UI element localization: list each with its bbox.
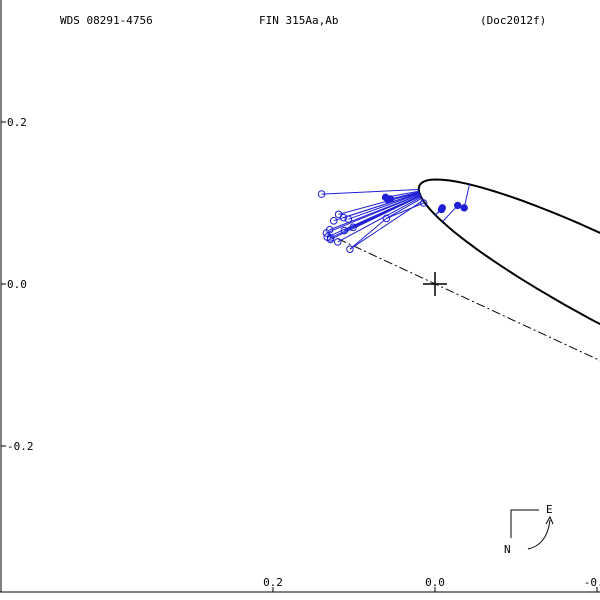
observation-point-open: [334, 210, 343, 219]
residual-line: [326, 194, 421, 234]
observation-point-open: [334, 238, 342, 246]
observation-point-filled: [460, 204, 468, 212]
observation-point-open: [329, 217, 338, 225]
residual-line: [327, 195, 421, 238]
orientation-compass: E N: [504, 503, 554, 556]
x-axis: -0.4-0.20.00.2: [263, 576, 600, 592]
orbit-layer: [337, 178, 600, 362]
y-tick-label: 0.2: [7, 116, 27, 129]
observation-point-open: [419, 199, 428, 207]
residual-line: [321, 188, 419, 195]
y-tick-label: 0.0: [7, 278, 27, 291]
measurement-segment: [349, 202, 424, 250]
observation-point-open: [346, 245, 354, 253]
observation-point-filled: [384, 196, 392, 204]
pair-name: FIN 315Aa,Ab: [259, 14, 339, 27]
observation-point-open: [344, 215, 353, 223]
orbit-ellipse: [417, 178, 600, 326]
residual-line: [463, 184, 470, 208]
observation-point-filled: [453, 201, 462, 210]
residual-line: [442, 205, 459, 223]
y-axis: 0.2 0.0 -0.2: [1, 116, 34, 453]
residual-line: [423, 201, 425, 204]
observation-points: [317, 190, 468, 253]
observation-point-open: [317, 190, 326, 198]
residual-lines: [321, 184, 470, 250]
x-tick-label: -0.2: [584, 576, 600, 589]
line-of-nodes: [337, 238, 600, 362]
primary-star-marker: [423, 272, 447, 296]
wds-designation: WDS 08291-4756: [60, 14, 153, 27]
y-tick-label: -0.2: [7, 440, 34, 453]
observation-point-open: [326, 235, 335, 244]
residual-line: [338, 192, 420, 215]
compass-arrowhead: [545, 515, 554, 525]
x-tick-label: 0.2: [263, 576, 283, 589]
compass-arrow: [527, 519, 551, 550]
compass-axes: [510, 509, 539, 538]
orbit-reference: (Doc2012f): [480, 14, 547, 27]
residual-line: [337, 196, 422, 243]
observation-point-filled: [437, 205, 446, 214]
compass-east-label: E: [546, 503, 553, 516]
compass-north-label: N: [504, 543, 511, 556]
observation-point-open: [382, 214, 391, 223]
observation-point-open: [322, 229, 331, 237]
x-tick-label: 0.0: [425, 576, 445, 589]
observation-point-open: [340, 226, 349, 235]
residual-line: [386, 197, 422, 219]
residual-line: [348, 193, 420, 220]
residual-line: [330, 195, 421, 240]
observation-point-open: [349, 223, 357, 232]
